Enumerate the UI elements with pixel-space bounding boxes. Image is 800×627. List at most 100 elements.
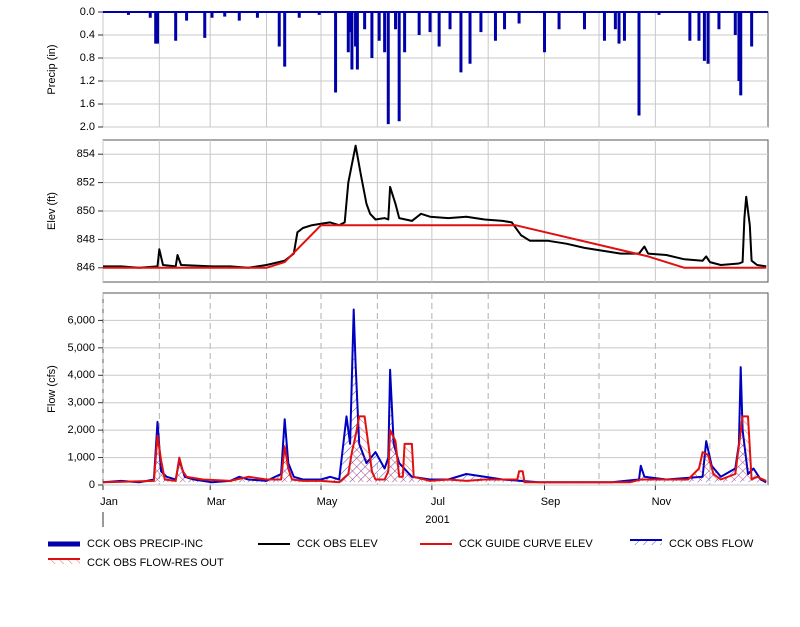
bar bbox=[706, 12, 710, 64]
bar bbox=[154, 12, 158, 44]
y-tick-label: 2,000 bbox=[67, 424, 95, 436]
y-tick-label: 0.0 bbox=[80, 6, 95, 18]
bar bbox=[437, 12, 441, 47]
x-tick-label: Jan bbox=[100, 496, 118, 508]
bar bbox=[637, 12, 641, 116]
bar bbox=[468, 12, 472, 64]
bar bbox=[255, 12, 259, 18]
series-group bbox=[103, 144, 767, 269]
y-tick-label: 5,000 bbox=[67, 342, 95, 354]
bar bbox=[283, 12, 287, 67]
bar bbox=[156, 12, 160, 44]
bar bbox=[493, 12, 497, 41]
bar bbox=[617, 12, 621, 44]
x-tick-label: Jul bbox=[431, 496, 445, 508]
plot-frame bbox=[102, 292, 769, 486]
legend-label: CCK OBS ELEV bbox=[297, 538, 378, 550]
bar bbox=[503, 12, 507, 30]
bar bbox=[448, 12, 452, 30]
y-tick-label: 1,000 bbox=[67, 451, 95, 463]
y-tick-label: 6,000 bbox=[67, 314, 95, 326]
y-tick-label: 848 bbox=[77, 233, 95, 245]
bar bbox=[148, 12, 152, 18]
y-tick-label: 3,000 bbox=[67, 397, 95, 409]
y-tick-label: 850 bbox=[77, 205, 95, 217]
bar bbox=[210, 12, 214, 18]
bar bbox=[417, 12, 421, 35]
bar bbox=[334, 12, 338, 93]
bar bbox=[370, 12, 374, 58]
series-line bbox=[103, 224, 767, 269]
bar bbox=[702, 12, 706, 61]
y-tick-label: 852 bbox=[77, 177, 95, 189]
series-group bbox=[126, 12, 754, 125]
y-tick-label: 2.0 bbox=[80, 121, 95, 133]
bar bbox=[203, 12, 207, 38]
y-axis-label: Elev (ft) bbox=[46, 192, 58, 230]
x-tick-label: Mar bbox=[207, 496, 226, 508]
x-tick-label: May bbox=[317, 496, 338, 508]
bar bbox=[386, 12, 390, 125]
bar bbox=[237, 12, 241, 21]
series-line bbox=[102, 415, 767, 484]
legend-swatch bbox=[48, 559, 80, 564]
bar bbox=[350, 12, 354, 70]
bar bbox=[397, 12, 401, 122]
bar bbox=[377, 12, 381, 41]
legend-swatch bbox=[630, 540, 662, 545]
y-tick-label: 1.2 bbox=[80, 75, 95, 87]
bar bbox=[428, 12, 432, 33]
bar bbox=[394, 12, 398, 30]
y-axis-label: Precip (in) bbox=[46, 44, 58, 94]
bar bbox=[383, 12, 387, 53]
bar bbox=[737, 12, 741, 81]
bar bbox=[346, 12, 350, 53]
y-tick-label: 0.8 bbox=[80, 52, 95, 64]
bar bbox=[355, 12, 359, 70]
bar bbox=[459, 12, 463, 73]
series-group bbox=[102, 308, 767, 484]
y-tick-label: 0 bbox=[89, 479, 95, 491]
bar bbox=[185, 12, 189, 21]
legend-label: CCK OBS FLOW-RES OUT bbox=[87, 557, 224, 569]
bar bbox=[403, 12, 407, 53]
bar bbox=[354, 12, 358, 47]
y-tick-label: 854 bbox=[77, 148, 95, 160]
bar bbox=[517, 12, 521, 24]
y-tick-label: 4,000 bbox=[67, 369, 95, 381]
y-tick-label: 846 bbox=[77, 262, 95, 274]
bar bbox=[348, 12, 352, 33]
bar bbox=[657, 12, 661, 15]
bar bbox=[739, 12, 743, 96]
x-tick-label: Sep bbox=[541, 496, 561, 508]
bar bbox=[363, 12, 367, 30]
bar bbox=[174, 12, 178, 41]
bar bbox=[688, 12, 692, 41]
bar bbox=[750, 12, 754, 47]
bar bbox=[479, 12, 483, 33]
bar bbox=[717, 12, 721, 30]
bar bbox=[557, 12, 561, 30]
y-axis-label: Flow (cfs) bbox=[46, 365, 58, 413]
bar bbox=[613, 12, 617, 30]
bar bbox=[223, 12, 227, 17]
bar bbox=[697, 12, 701, 41]
bar bbox=[733, 12, 737, 35]
bar bbox=[277, 12, 281, 47]
bar bbox=[582, 12, 586, 30]
legend-label: CCK OBS FLOW bbox=[669, 538, 754, 550]
plot-frame bbox=[102, 11, 769, 128]
bar bbox=[622, 12, 626, 41]
y-tick-label: 0.4 bbox=[80, 29, 95, 41]
legend-label: CCK GUIDE CURVE ELEV bbox=[459, 538, 593, 550]
x-axis-label: 2001 bbox=[425, 514, 449, 526]
y-tick-label: 1.6 bbox=[80, 98, 95, 110]
legend-label: CCK OBS PRECIP-INC bbox=[87, 538, 203, 550]
bar bbox=[543, 12, 547, 53]
x-tick-label: Nov bbox=[652, 496, 672, 508]
bar bbox=[317, 12, 321, 15]
bar bbox=[126, 12, 130, 15]
bar bbox=[297, 12, 301, 18]
bar bbox=[602, 12, 606, 41]
